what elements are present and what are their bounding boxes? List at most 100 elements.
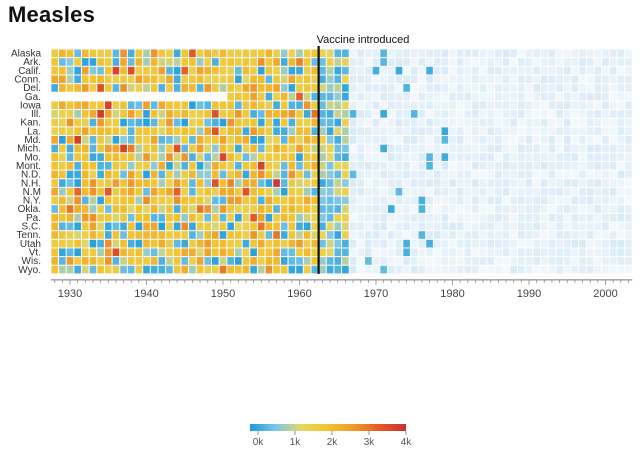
heatmap-cell: [89, 239, 97, 248]
heatmap-cell: [97, 136, 104, 144]
heatmap-cell: [556, 170, 563, 179]
heatmap-cell: [173, 248, 181, 257]
heatmap-cell: [349, 58, 357, 66]
heatmap-cell: [510, 239, 518, 248]
heatmap-cell: [586, 136, 594, 144]
heatmap-cell: [59, 239, 66, 248]
heatmap-cell: [525, 136, 533, 144]
heatmap-cell: [441, 92, 449, 101]
heatmap-cell: [189, 92, 196, 101]
heatmap-cell: [556, 187, 563, 196]
heatmap-cell: [441, 265, 449, 274]
heatmap-cell: [372, 257, 380, 265]
heatmap-cell: [418, 222, 426, 231]
heatmap-cell: [204, 265, 212, 274]
heatmap-cell: [143, 222, 150, 231]
heatmap-cell: [257, 49, 265, 58]
heatmap-cell: [533, 153, 540, 161]
heatmap-cell: [571, 75, 579, 84]
heatmap-cell: [59, 118, 66, 127]
heatmap-cell: [120, 265, 127, 274]
heatmap-cell: [395, 58, 403, 66]
heatmap-cell: [349, 49, 357, 58]
state-label: Okla.: [18, 204, 41, 215]
heatmap-cell: [563, 205, 571, 213]
state-label: N.D.: [21, 170, 41, 181]
heatmap-cell: [227, 257, 234, 265]
heatmap-cell: [288, 118, 296, 127]
heatmap-cell: [326, 101, 334, 110]
heatmap-cell: [342, 231, 349, 239]
heatmap-cell: [311, 101, 319, 110]
heatmap-cell: [166, 49, 173, 58]
heatmap-cell: [441, 222, 449, 231]
heatmap-cell: [166, 75, 173, 84]
heatmap-cell: [127, 196, 135, 205]
heatmap-cell: [66, 92, 74, 101]
heatmap-cell: [81, 136, 89, 144]
heatmap-cell: [150, 257, 158, 265]
heatmap-cell: [617, 101, 625, 110]
heatmap-cell: [89, 231, 97, 239]
heatmap-cell: [280, 170, 288, 179]
heatmap-cell: [273, 144, 280, 153]
heatmap-cell: [418, 136, 426, 144]
heatmap-cell: [196, 170, 204, 179]
heatmap-cell: [127, 144, 135, 153]
heatmap-cell: [242, 66, 250, 75]
heatmap-cell: [510, 257, 518, 265]
heatmap-cell: [288, 110, 296, 118]
heatmap-cell: [296, 84, 303, 92]
heatmap-cell: [173, 205, 181, 213]
heatmap-cell: [135, 170, 143, 179]
heatmap-cell: [242, 75, 250, 84]
heatmap-cell: [166, 144, 173, 153]
heatmap-cell: [342, 205, 349, 213]
heatmap-cell: [609, 136, 617, 144]
heatmap-cell: [257, 153, 265, 161]
heatmap-cell: [334, 205, 342, 213]
heatmap-cell: [525, 84, 533, 92]
heatmap-cell: [449, 101, 456, 110]
heatmap-cell: [51, 222, 59, 231]
heatmap-cell: [66, 213, 74, 222]
heatmap-cell: [625, 75, 632, 84]
heatmap-cell: [196, 84, 204, 92]
heatmap-cell: [449, 257, 456, 265]
heatmap-cell: [579, 118, 586, 127]
heatmap-cell: [540, 257, 548, 265]
heatmap-cell: [204, 161, 212, 170]
heatmap-cell: [66, 179, 74, 187]
heatmap-cell: [273, 231, 280, 239]
heatmap-cell: [196, 161, 204, 170]
heatmap-cell: [288, 58, 296, 66]
heatmap-cell: [81, 231, 89, 239]
heatmap-cell: [625, 161, 632, 170]
heatmap-cell: [609, 265, 617, 274]
heatmap-cell: [234, 170, 242, 179]
heatmap-cell: [150, 187, 158, 196]
heatmap-cell: [296, 248, 303, 257]
heatmap-cell: [257, 84, 265, 92]
heatmap-cell: [319, 118, 326, 127]
heatmap-cell: [303, 101, 311, 110]
heatmap-cell: [556, 265, 563, 274]
heatmap-cell: [120, 179, 127, 187]
heatmap-cell: [365, 75, 372, 84]
heatmap-cell: [426, 161, 433, 170]
heatmap-cell: [349, 92, 357, 101]
heatmap-cell: [143, 196, 150, 205]
heatmap-cell: [120, 205, 127, 213]
heatmap-cell: [51, 127, 59, 135]
heatmap-cell: [189, 265, 196, 274]
heatmap-cell: [326, 127, 334, 135]
heatmap-cell: [74, 161, 81, 170]
heatmap-cell: [403, 213, 410, 222]
heatmap-cell: [594, 161, 602, 170]
heatmap-cell: [571, 118, 579, 127]
heatmap-cell: [472, 84, 479, 92]
heatmap-cell: [135, 58, 143, 66]
heatmap-cell: [74, 118, 81, 127]
heatmap-cell: [487, 49, 495, 58]
heatmap-cell: [433, 144, 441, 153]
